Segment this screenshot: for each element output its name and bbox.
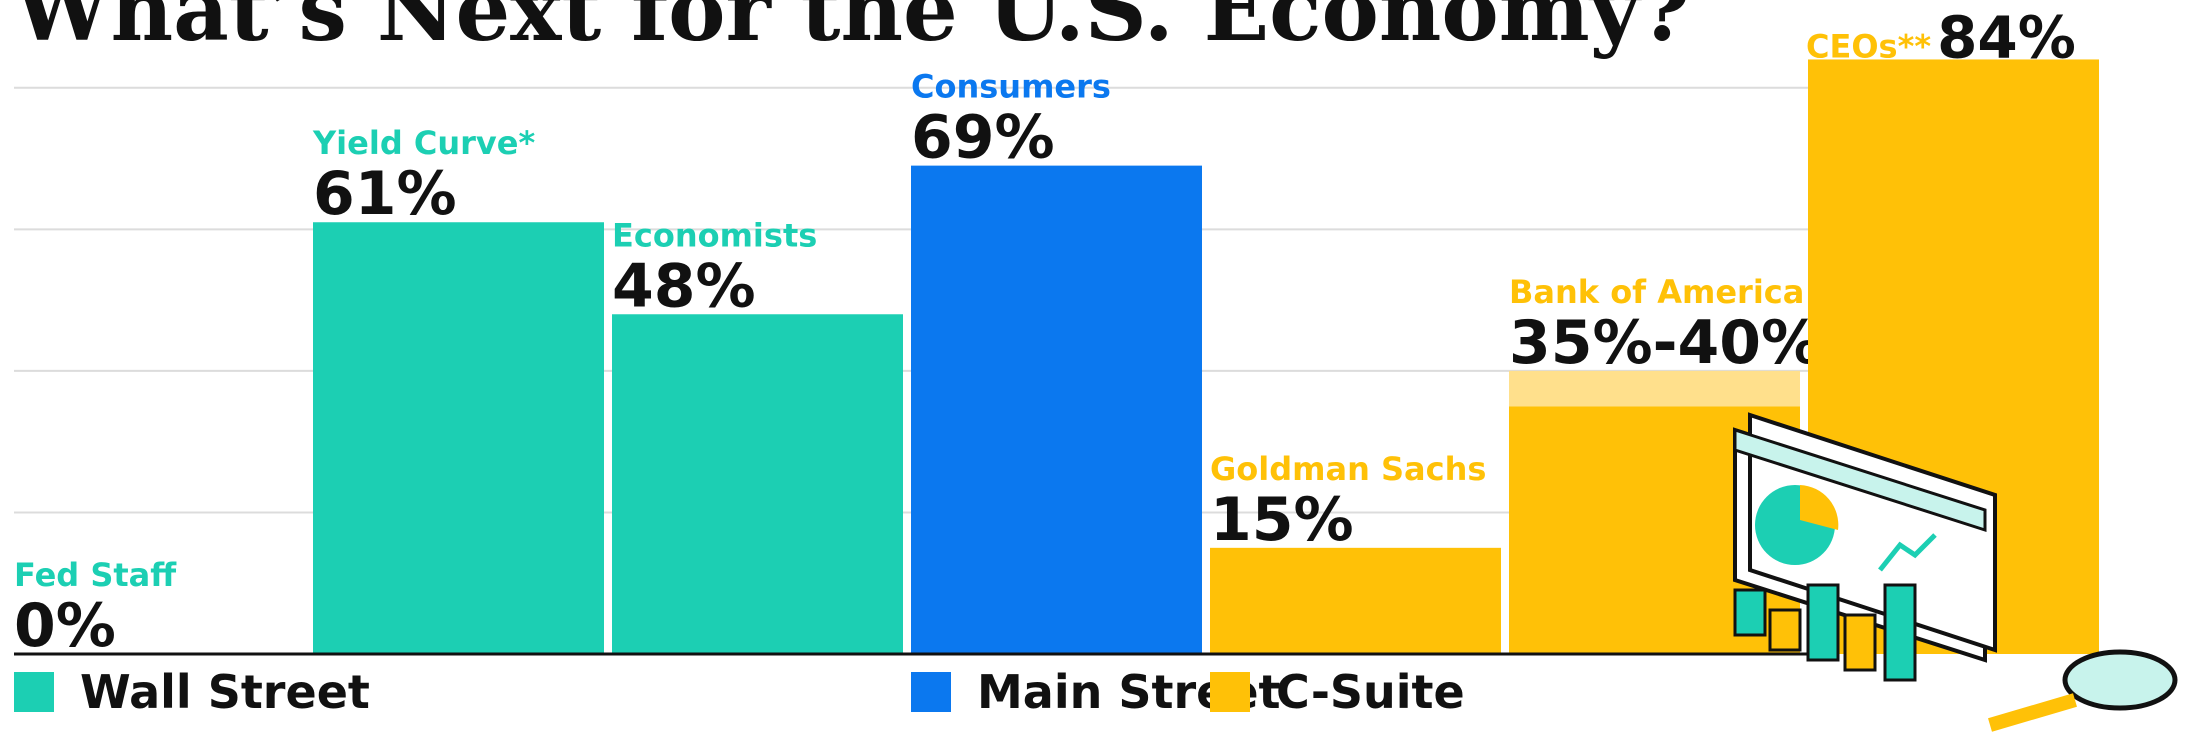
legend-swatch bbox=[14, 672, 54, 712]
value-label: 35%-40% bbox=[1509, 308, 1821, 378]
bar-range bbox=[1509, 370, 1800, 407]
category-label: Bank of America bbox=[1509, 273, 1804, 311]
bar bbox=[1210, 547, 1501, 654]
bar bbox=[612, 314, 903, 654]
illustration bbox=[1733, 412, 2178, 732]
category-label: Fed Staff bbox=[14, 556, 177, 594]
category-label: Consumers bbox=[911, 68, 1111, 106]
value-label: 61% bbox=[313, 159, 457, 229]
legend-label: Wall Street bbox=[80, 665, 370, 719]
value-label: 84% bbox=[1937, 3, 2076, 71]
value-label: 69% bbox=[911, 103, 1055, 173]
chart-title: What’s Next for the U.S. Economy? bbox=[13, 0, 1690, 61]
category-label: CEOs** bbox=[1806, 27, 1931, 65]
value-label: 48% bbox=[612, 251, 756, 321]
category-label: Goldman Sachs bbox=[1210, 450, 1486, 488]
value-label: 15% bbox=[1210, 485, 1354, 555]
value-label: 0% bbox=[14, 591, 116, 661]
legend-label: C-Suite bbox=[1276, 665, 1465, 719]
category-label: Yield Curve* bbox=[312, 124, 535, 162]
legend-swatch bbox=[911, 672, 951, 712]
legend-swatch bbox=[1210, 672, 1250, 712]
bar bbox=[911, 165, 1202, 654]
bar bbox=[313, 222, 604, 654]
category-label: Economists bbox=[612, 216, 817, 254]
